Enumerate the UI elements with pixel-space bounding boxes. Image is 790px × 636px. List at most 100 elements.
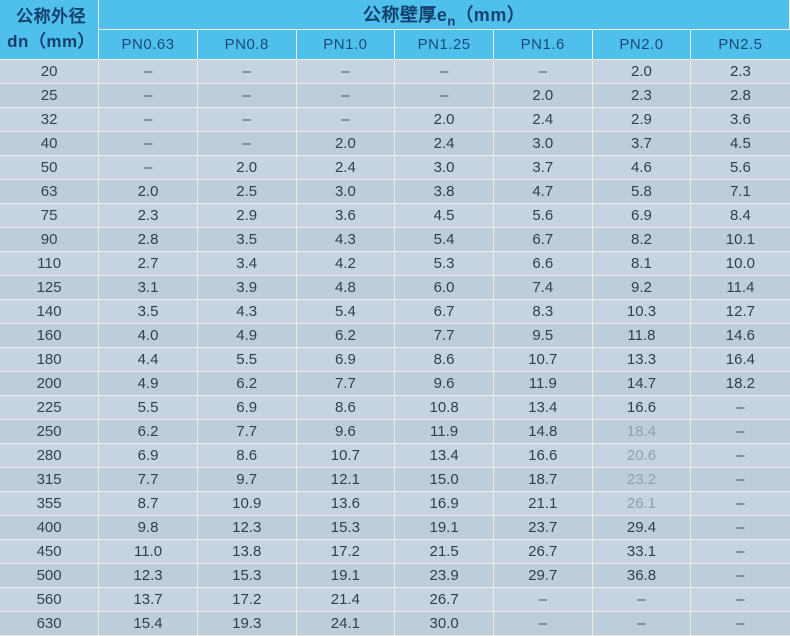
cell-dn: 560 [0,587,100,612]
table-row: 75 2.3 2.9 3.6 4.5 5.6 6.9 8.4 [0,203,790,228]
cell-thickness: 21.5 [394,539,494,564]
cell-thickness: 4.5 [690,131,790,156]
table-row: 180 4.4 5.5 6.9 8.6 10.7 13.3 16.4 [0,347,790,372]
cell-thickness: – [492,587,593,612]
cell-dn: 25 [0,83,100,108]
cell-thickness: 5.3 [394,251,494,276]
cell-thickness: 14.8 [492,419,593,444]
cell-thickness: 6.0 [394,275,494,300]
table-row: 355 8.7 10.9 13.6 16.9 21.1 26.1– [0,491,790,516]
group-head-subscript: n [447,13,456,29]
table-row: 90 2.8 3.5 4.3 5.4 6.7 8.2 10.1 [0,227,790,252]
cell-dn: 225 [0,395,100,420]
group-head-suffix: （mm） [455,4,526,25]
table-header: 公称外径 dn（mm） 公称壁厚en（mm） PN0.63 PN0.8 PN1.0 P… [0,0,790,60]
cell-thickness: 19.1 [295,563,396,588]
cell-thickness: 19.3 [196,611,297,636]
cell-thickness: 3.7 [492,155,593,180]
cell-thickness: 6.7 [394,299,494,324]
cell-dn: 75 [0,203,100,228]
cell-thickness: 3.5 [196,227,297,252]
cell-thickness: 8.3 [492,299,593,324]
header-row-pn: PN0.63 PN0.8 PN1.0 PN1.25 PN1.6 PN2.0 PN2.5 [0,29,790,60]
cell-thickness: 23.2 [591,467,692,492]
cell-thickness: – [394,83,494,108]
table-row: 225 5.5 6.9 8.6 10.8 13.4 16.6– [0,395,790,420]
cell-thickness: 11.9 [492,371,593,396]
cell-thickness: 2.3 [690,59,790,84]
cell-thickness: 15.0 [394,467,494,492]
cell-thickness: – [295,59,396,84]
cell-thickness: 5.4 [394,227,494,252]
cell-thickness: – [591,587,692,612]
cell-dn: 110 [0,251,100,276]
cell-dn: 180 [0,347,100,372]
cell-thickness: 7.1 [690,179,790,204]
header-column-pn1-6: PN1.6 [492,29,593,60]
table-row: 560 13.7 17.2 21.4 26.7– – – [0,587,790,612]
cell-thickness: 6.2 [98,419,198,444]
table-row: 500 12.3 15.3 19.1 23.9 29.7 36.8– [0,563,790,588]
header-row-group: 公称外径 dn（mm） 公称壁厚en（mm） [0,0,790,60]
cell-thickness: 9.6 [295,419,396,444]
cell-thickness: – [196,107,297,132]
cell-dn: 450 [0,539,100,564]
cell-thickness: 8.4 [690,203,790,228]
cell-thickness: 36.8 [591,563,692,588]
cell-thickness: 17.2 [196,587,297,612]
cell-thickness: 9.7 [196,467,297,492]
cell-thickness: 11.0 [98,539,198,564]
cell-thickness: 6.9 [591,203,692,228]
cell-thickness: 8.2 [591,227,692,252]
cell-thickness: 2.9 [591,107,692,132]
cell-thickness: 2.0 [196,155,297,180]
cell-thickness: 11.4 [690,275,790,300]
cell-thickness: – [690,539,790,564]
cell-thickness: 3.0 [492,131,593,156]
cell-thickness: 15.3 [295,515,396,540]
cell-thickness: 33.1 [591,539,692,564]
cell-thickness: 4.2 [295,251,396,276]
header-column-pn2-0: PN2.0 [591,29,692,60]
cell-thickness: 3.1 [98,275,198,300]
cell-thickness: 13.4 [394,443,494,468]
cell-thickness: 5.4 [295,299,396,324]
cell-thickness: 29.7 [492,563,593,588]
cell-thickness: 18.4 [591,419,692,444]
cell-thickness: 3.6 [690,107,790,132]
cell-thickness: 5.5 [196,347,297,372]
cell-thickness: 10.1 [690,227,790,252]
cell-thickness: 17.2 [295,539,396,564]
cell-thickness: 2.0 [295,131,396,156]
cell-thickness: – [492,59,593,84]
cell-thickness: 16.9 [394,491,494,516]
cell-thickness: 16.4 [690,347,790,372]
cell-thickness: 4.7 [492,179,593,204]
cell-thickness: 16.6 [591,395,692,420]
cell-thickness: 6.9 [196,395,297,420]
header-nominal-outer-diameter: 公称外径 dn（mm） [0,0,100,60]
cell-thickness: – [98,155,198,180]
table-row: 630 15.4 19.3 24.1 30.0– – – [0,611,790,636]
cell-thickness: 7.7 [295,371,396,396]
cell-thickness: 3.0 [394,155,494,180]
cell-thickness: 15.3 [196,563,297,588]
cell-thickness: 2.3 [98,203,198,228]
cell-thickness: 4.3 [295,227,396,252]
cell-thickness: 13.3 [591,347,692,372]
cell-thickness: 2.4 [295,155,396,180]
table-row: 32– – –2.0 2.4 2.9 3.6 [0,107,790,132]
table-row: 450 11.0 13.8 17.2 21.5 26.7 33.1– [0,539,790,564]
cell-thickness: 3.7 [591,131,692,156]
cell-thickness: – [492,611,593,636]
header-column-pn1-0: PN1.0 [295,29,396,60]
cell-dn: 200 [0,371,100,396]
cell-thickness: 16.6 [492,443,593,468]
cell-thickness: – [196,131,297,156]
cell-thickness: 2.0 [98,179,198,204]
table-row: 25– – – –2.0 2.3 2.8 [0,83,790,108]
corner-line-1: 公称外径 [16,6,87,26]
cell-thickness: 5.6 [492,203,593,228]
cell-thickness: 6.7 [492,227,593,252]
cell-thickness: – [196,83,297,108]
